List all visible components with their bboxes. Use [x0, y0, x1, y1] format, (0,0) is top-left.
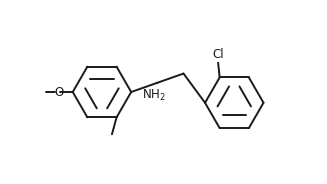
Text: O: O	[54, 86, 63, 98]
Text: NH$_2$: NH$_2$	[142, 88, 166, 103]
Text: Cl: Cl	[212, 48, 224, 61]
